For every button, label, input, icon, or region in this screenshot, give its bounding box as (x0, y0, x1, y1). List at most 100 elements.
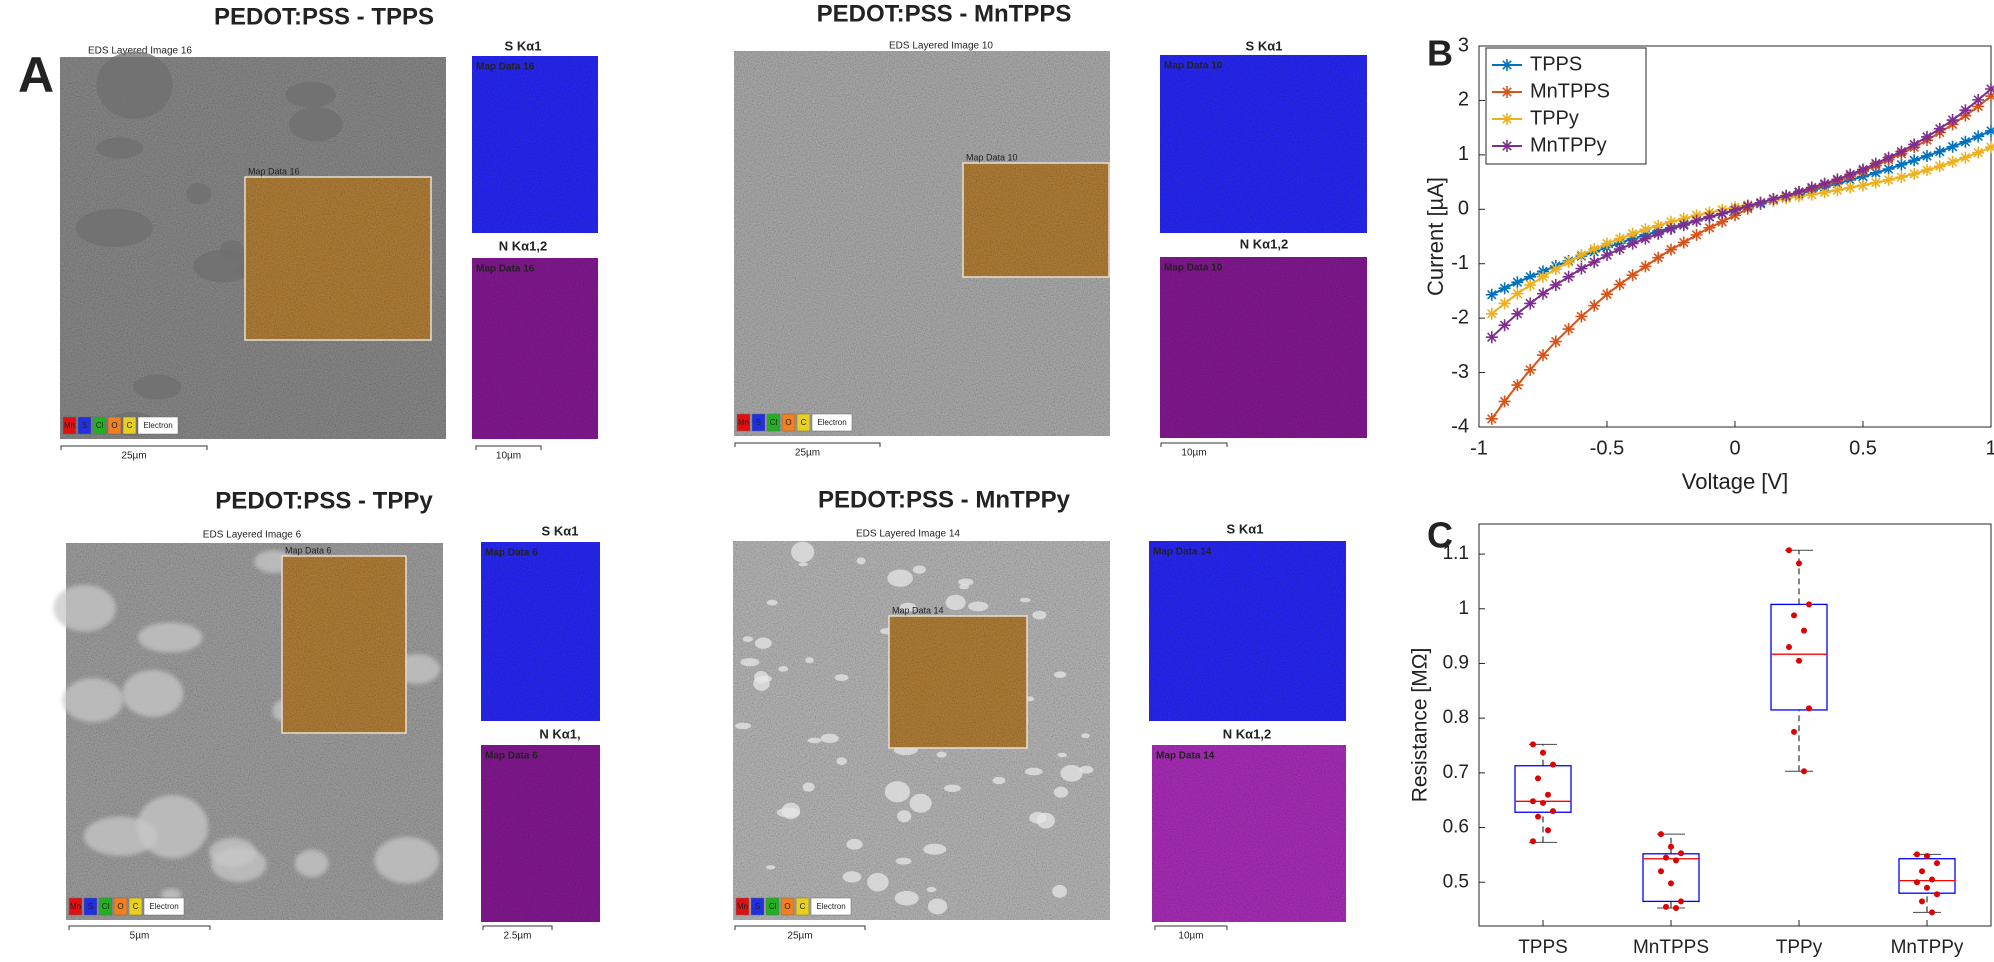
legend-chip (98, 897, 113, 916)
legend-chip (781, 413, 796, 432)
x-tick-label: 1 (1985, 437, 1994, 459)
x-tick-label: -0.5 (1590, 437, 1624, 459)
y-tick-label: 0.8 (1443, 707, 1469, 728)
sem-feature (992, 776, 1006, 785)
y-tick-label: 2 (1458, 89, 1469, 111)
scale-label: 25µm (121, 451, 146, 462)
data-point (1498, 395, 1511, 408)
data-point (1588, 256, 1601, 269)
data-point (1537, 270, 1549, 283)
data-point (1919, 898, 1925, 905)
panel-label: B (1427, 33, 1453, 74)
legend-marker (1501, 113, 1513, 125)
legend-chip (780, 897, 795, 916)
sem-feature (834, 674, 849, 681)
s-map (1160, 55, 1367, 233)
data-point (1946, 114, 1959, 127)
data-point (1545, 827, 1551, 834)
data-point (1869, 166, 1882, 179)
data-point (1639, 260, 1652, 273)
legend-chip (83, 897, 98, 916)
sem-feature (856, 557, 866, 565)
n-map (481, 745, 600, 922)
scale-bar (475, 445, 542, 450)
panel-title: PEDOT:PSS - MnTPPy (818, 486, 1071, 513)
eds-overlay (963, 163, 1109, 277)
legend-chip-label: Cl (102, 902, 110, 911)
sem-feature (923, 843, 947, 855)
data-point (1985, 82, 1994, 95)
data-point (1626, 237, 1639, 250)
sem-feature (836, 757, 847, 766)
data-point (1924, 884, 1930, 891)
scale-label: 25µm (787, 931, 812, 942)
image-label: EDS Layered Image 16 (88, 46, 192, 57)
overlay-border (281, 555, 407, 734)
series-line (1490, 95, 1992, 420)
sem-feature (805, 657, 814, 664)
sem-feature (791, 541, 815, 563)
scale-bar (68, 925, 211, 930)
legend-chip-label: Electron (149, 902, 178, 911)
s-map (1149, 541, 1346, 721)
data-point (1857, 163, 1869, 176)
legend-chip-label: Electron (817, 418, 846, 427)
n-map (472, 258, 598, 439)
sem-feature (887, 569, 913, 587)
y-tick-label: -4 (1451, 415, 1469, 437)
data-point (1524, 363, 1537, 376)
sem-feature (958, 578, 974, 586)
data-point (1588, 299, 1601, 312)
sem-feature (754, 637, 772, 649)
y-tick-label: 1 (1458, 143, 1469, 165)
data-point (1677, 236, 1690, 249)
data-point (1882, 173, 1895, 186)
scale-bar (734, 925, 866, 930)
data-point (1895, 171, 1908, 184)
data-point (1535, 775, 1541, 782)
sem-feature (1019, 597, 1031, 603)
data-point (1613, 232, 1626, 245)
data-point (1934, 860, 1940, 867)
data-point (1601, 237, 1613, 250)
sem-feature (83, 816, 158, 856)
y-tick-label: -3 (1451, 361, 1469, 383)
data-point (1658, 868, 1664, 875)
legend-chip-label: O (111, 421, 117, 430)
sem-feature (740, 658, 760, 667)
data-point (1801, 768, 1807, 775)
data-point (1575, 249, 1588, 262)
data-point (1575, 310, 1588, 323)
sem-feature (909, 793, 932, 813)
data-point (1626, 227, 1639, 240)
legend-chip (137, 416, 179, 435)
legend-chip (751, 413, 766, 432)
s-map-title: S Kα1 (542, 523, 579, 538)
y-tick-label: -1 (1451, 252, 1469, 274)
data-point (1919, 868, 1925, 875)
data-point (1677, 212, 1690, 225)
legend-chip-label: Mn (70, 902, 81, 911)
data-point (1549, 335, 1562, 348)
data-point (1678, 850, 1684, 857)
data-point (1652, 219, 1665, 232)
y-tick-label: 0 (1458, 198, 1469, 220)
legend-chip-label: C (800, 902, 806, 911)
data-point (1767, 192, 1780, 205)
y-tick-label: -2 (1451, 306, 1469, 328)
legend-chip-label: Cl (770, 418, 778, 427)
data-point (1498, 282, 1511, 295)
data-point (1831, 184, 1844, 197)
sem-feature (936, 751, 947, 758)
sem-feature (137, 622, 203, 653)
eds-overlay (282, 556, 406, 733)
s-map-title: S Kα1 (505, 38, 542, 53)
data-point (1806, 705, 1812, 712)
sem-feature (294, 849, 329, 878)
data-point (1972, 130, 1985, 143)
legend-marker (1501, 140, 1513, 152)
n-map (1160, 257, 1367, 438)
sem-feature (96, 137, 144, 159)
box (1642, 853, 1700, 903)
y-tick-label: 3 (1458, 34, 1469, 56)
